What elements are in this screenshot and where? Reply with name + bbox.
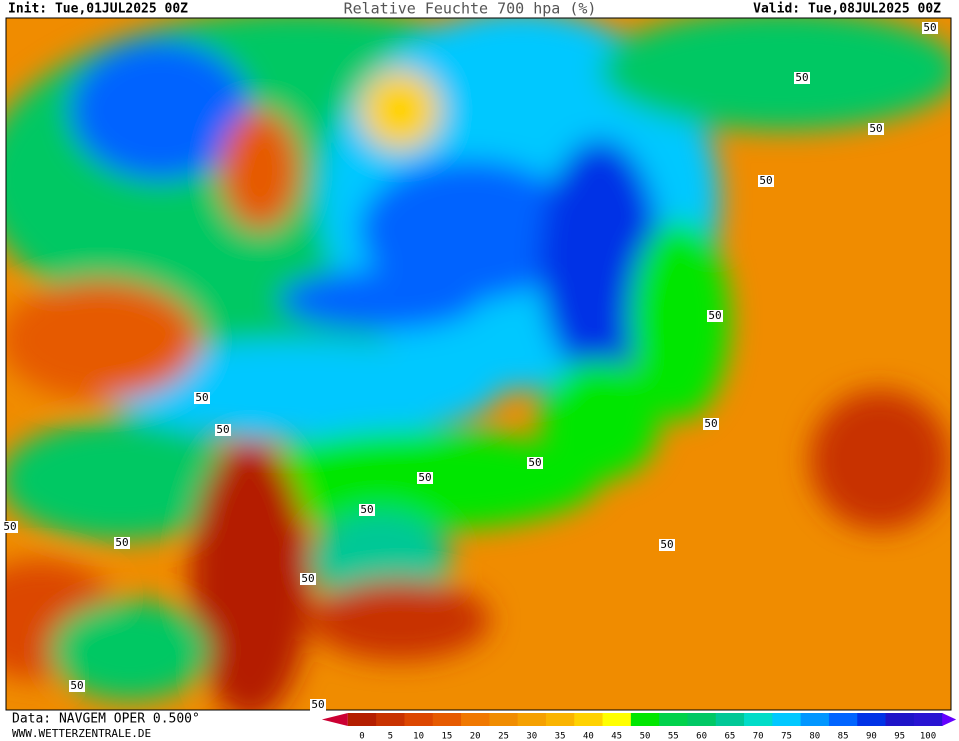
contour-label: 50 bbox=[360, 503, 373, 516]
contour-label: 50 bbox=[70, 679, 83, 692]
contour-label: 50 bbox=[795, 71, 808, 84]
contour-label: 50 bbox=[708, 309, 721, 322]
colorbar-swatch bbox=[347, 713, 377, 726]
contour-label: 50 bbox=[528, 456, 541, 469]
contour-label-bg bbox=[2, 521, 18, 533]
colorbar-swatch bbox=[800, 713, 830, 726]
contour-label: 50 bbox=[923, 21, 936, 34]
colorbar-label: 70 bbox=[753, 732, 764, 741]
colorbar-swatch bbox=[432, 713, 462, 726]
valid-time: Valid: Tue,08JUL2025 00Z bbox=[753, 2, 941, 17]
colorbar-swatch bbox=[772, 713, 802, 726]
colorbar-label: 35 bbox=[555, 732, 566, 741]
contour-label: 50 bbox=[301, 572, 314, 585]
colorbar-swatch bbox=[545, 713, 575, 726]
contour-label-bg bbox=[707, 310, 723, 322]
map-title: Relative Feuchte 700 hpa (%) bbox=[344, 0, 597, 18]
contour-label-bg bbox=[310, 699, 326, 711]
colorbar-swatch bbox=[489, 713, 519, 726]
colorbar-label: 40 bbox=[583, 732, 594, 741]
contour-label: 50 bbox=[195, 391, 208, 404]
contour-label-bg bbox=[194, 392, 210, 404]
colorbar-swatch bbox=[913, 713, 943, 726]
colorbar-label: 85 bbox=[838, 732, 849, 741]
colorbar-swatch bbox=[404, 713, 434, 726]
colorbar-swatch bbox=[376, 713, 405, 726]
colorbar-swatch bbox=[715, 713, 745, 726]
contour-label: 50 bbox=[115, 536, 128, 549]
init-time: Init: Tue,01JUL2025 00Z bbox=[8, 2, 188, 17]
colorbar-label: 55 bbox=[668, 732, 679, 741]
contour-label-bg bbox=[794, 72, 810, 84]
contour-label: 50 bbox=[418, 471, 431, 484]
colorbar-swatch bbox=[828, 713, 858, 726]
colorbar-swatch bbox=[885, 713, 915, 726]
colorbar-label: 0 bbox=[359, 732, 364, 741]
contour-labels: 50 50 50 50 50 50 50 50 50 50 50 50 50 50 50 50 50 bbox=[2, 21, 938, 711]
colorbar-over bbox=[942, 713, 957, 726]
map bbox=[6, 18, 951, 710]
colorbar-label: 50 bbox=[640, 732, 651, 741]
colorbar-label: 65 bbox=[724, 732, 735, 741]
colorbar-swatch bbox=[659, 713, 688, 726]
colorbar-label: 30 bbox=[526, 732, 537, 741]
contour-label-bg bbox=[703, 418, 719, 430]
colorbar-swatch bbox=[687, 713, 717, 726]
data-source: Data: NAVGEM OPER 0.500° bbox=[12, 712, 200, 727]
colorbar: 0 5 10 15 20 25 30 35 40 45 50 55 60 65 70 75 80 85 90 95 10… bbox=[321, 713, 957, 741]
contour-label-bg bbox=[868, 123, 884, 135]
contour-label-bg bbox=[758, 175, 774, 187]
contour-label-bg bbox=[300, 573, 316, 585]
colorbar-swatch bbox=[461, 713, 490, 726]
colorbar-label: 10 bbox=[413, 732, 424, 741]
contour-label-bg bbox=[922, 22, 938, 34]
colorbar-swatch bbox=[574, 713, 604, 726]
contour-label: 50 bbox=[704, 417, 717, 430]
contour-label: 50 bbox=[759, 174, 772, 187]
contour-label-bg bbox=[215, 424, 231, 436]
contour-label-bg bbox=[417, 472, 433, 484]
colorbar-swatch bbox=[630, 713, 660, 726]
colorbar-under bbox=[321, 713, 348, 726]
colorbar-label: 45 bbox=[611, 732, 622, 741]
contour-label-bg bbox=[114, 537, 130, 549]
colorbar-swatch bbox=[857, 713, 887, 726]
colorbar-label: 90 bbox=[866, 732, 877, 741]
contour-label-bg bbox=[527, 457, 543, 469]
contour-label: 50 bbox=[311, 698, 324, 711]
colorbar-swatch bbox=[517, 713, 547, 726]
website: WWW.WETTERZENTRALE.DE bbox=[12, 727, 151, 740]
contour-label: 50 bbox=[660, 538, 673, 551]
colorbar-label: 95 bbox=[894, 732, 905, 741]
colorbar-swatch bbox=[602, 713, 632, 726]
colorbar-label: 20 bbox=[470, 732, 481, 741]
colorbar-label: 80 bbox=[809, 732, 820, 741]
colorbar-label: 5 bbox=[388, 732, 393, 741]
contour-label-bg bbox=[69, 680, 85, 692]
contour-label-bg bbox=[659, 539, 675, 551]
colorbar-label: 100 bbox=[920, 732, 936, 741]
contour-label: 50 bbox=[216, 423, 229, 436]
contour-label: 50 bbox=[3, 520, 16, 533]
colorbar-label: 25 bbox=[498, 732, 509, 741]
contour-label-bg bbox=[359, 504, 375, 516]
colorbar-label: 75 bbox=[781, 732, 792, 741]
contour-label: 50 bbox=[869, 122, 882, 135]
colorbar-swatch bbox=[744, 713, 773, 726]
map-frame bbox=[5, 17, 952, 711]
colorbar-label: 60 bbox=[696, 732, 707, 741]
colorbar-label: 15 bbox=[441, 732, 452, 741]
